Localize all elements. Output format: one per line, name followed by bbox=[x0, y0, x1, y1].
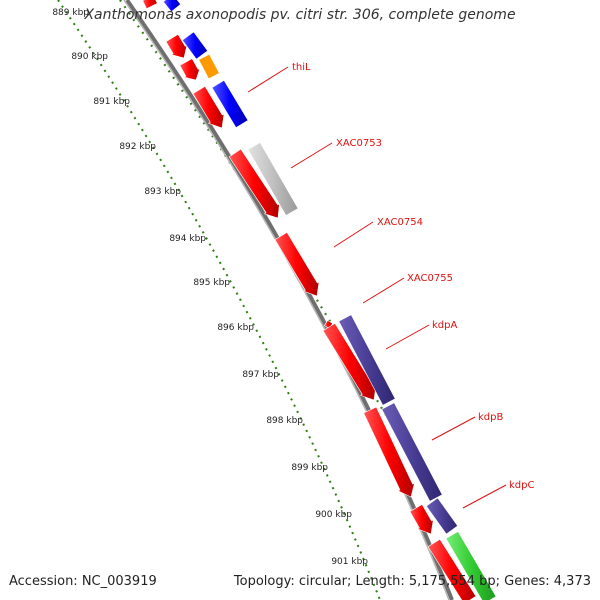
genome-summary: Topology: circular; Length: 5,175,554 bp… bbox=[233, 574, 591, 589]
gene-label-xac0755[interactable]: XAC0755 bbox=[407, 273, 453, 284]
gene-label-leader bbox=[362, 277, 405, 304]
ruler-label: 900 kbp bbox=[315, 510, 352, 520]
purple-gene-arrow[interactable] bbox=[338, 314, 396, 406]
red-gene-arrow[interactable] bbox=[142, 0, 158, 10]
ruler-label: 897 kbp bbox=[242, 370, 279, 380]
gene-label-lines bbox=[247, 66, 507, 509]
blue-gene-arrow[interactable] bbox=[162, 0, 182, 13]
red-gene-arrow[interactable] bbox=[322, 322, 377, 401]
ruler-label: 899 kbp bbox=[291, 463, 328, 473]
purple-gene-arrow[interactable] bbox=[425, 497, 459, 535]
ruler-label: 898 kbp bbox=[266, 416, 303, 426]
gene-label-leader bbox=[290, 142, 333, 169]
red-gene-arrow[interactable] bbox=[409, 504, 434, 535]
blue-gene-arrow[interactable] bbox=[211, 79, 249, 129]
gene-label-kdpa[interactable]: kdpA bbox=[432, 320, 457, 331]
red-gene-arrow[interactable] bbox=[192, 85, 225, 129]
genome-backbone bbox=[125, 0, 454, 600]
gene-labels: thiL XAC0753 XAC0754 XAC0755 kdpA kdpB kdpC bbox=[292, 62, 534, 491]
genes bbox=[142, 0, 497, 600]
red-gene-arrow[interactable] bbox=[165, 33, 188, 59]
ruler-label: 894 kbp bbox=[169, 234, 206, 244]
ruler-label: 896 kbp bbox=[217, 323, 254, 333]
orange-gene-arrow[interactable] bbox=[198, 53, 220, 80]
genome-backbone-shadow bbox=[123, 0, 450, 600]
red-gene-arrow[interactable] bbox=[427, 538, 477, 600]
gene-label-xac0753[interactable]: XAC0753 bbox=[336, 138, 382, 149]
accession-text: Accession: NC_003919 bbox=[9, 574, 157, 589]
ruler-label: 901 kbp bbox=[331, 557, 368, 567]
genome-title: Xanthomonas axonopodis pv. citri str. 30… bbox=[84, 7, 516, 23]
outer-tick-track bbox=[119, 0, 489, 600]
red-gene-arrow[interactable] bbox=[363, 406, 415, 498]
gene-label-kdpc[interactable]: kdpC bbox=[509, 480, 534, 491]
gray-gene-arrow[interactable] bbox=[247, 142, 299, 216]
ruler-label: 891 kbp bbox=[93, 97, 130, 107]
gene-label-xac0754[interactable]: XAC0754 bbox=[377, 217, 423, 228]
blue-gene-arrow[interactable] bbox=[181, 31, 209, 60]
ruler-label: 889 kbp bbox=[52, 8, 89, 18]
gene-label-leader bbox=[333, 221, 374, 248]
red-gene-arrow[interactable] bbox=[274, 231, 320, 297]
ruler-label: 893 kbp bbox=[144, 187, 181, 197]
gene-label-leader bbox=[431, 416, 476, 441]
red-gene-arrow[interactable] bbox=[179, 58, 201, 81]
gene-label-thil[interactable]: thiL bbox=[292, 62, 311, 73]
gene-label-leader bbox=[462, 484, 507, 509]
ruler-label: 895 kbp bbox=[193, 278, 230, 288]
ruler-label: 890 kbp bbox=[71, 52, 108, 62]
ruler-labels: 889 kbp 890 kbp 891 kbp 892 kbp 893 kbp 894 k… bbox=[52, 8, 368, 567]
purple-gene-arrow[interactable] bbox=[381, 402, 443, 502]
ruler-track bbox=[57, 0, 381, 600]
red-gene-arrow[interactable] bbox=[228, 148, 280, 219]
ruler-label: 892 kbp bbox=[119, 142, 156, 152]
green-gene-arrow[interactable] bbox=[445, 531, 497, 600]
gene-label-leader bbox=[385, 324, 430, 350]
gene-label-leader bbox=[247, 66, 289, 93]
gene-label-kdpb[interactable]: kdpB bbox=[478, 412, 503, 423]
